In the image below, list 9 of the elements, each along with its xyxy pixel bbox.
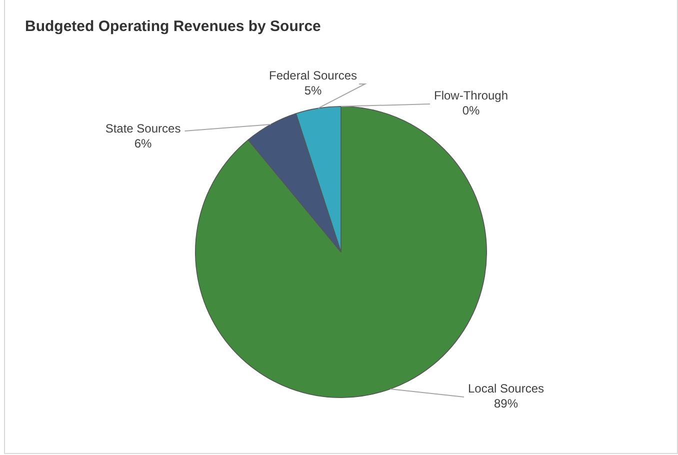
data-label: 89% [494, 396, 518, 410]
chart-title: Budgeted Operating Revenues by Source [25, 18, 321, 36]
category-label: Flow-Through [434, 88, 508, 102]
slice-label: Local Sources [468, 381, 544, 396]
text: 0% [462, 103, 480, 118]
data-label: 5% [304, 83, 322, 98]
slice-label: Federal Sources [268, 68, 358, 82]
data-label: 6% [134, 136, 152, 150]
slice-label: State Sources [105, 121, 181, 136]
